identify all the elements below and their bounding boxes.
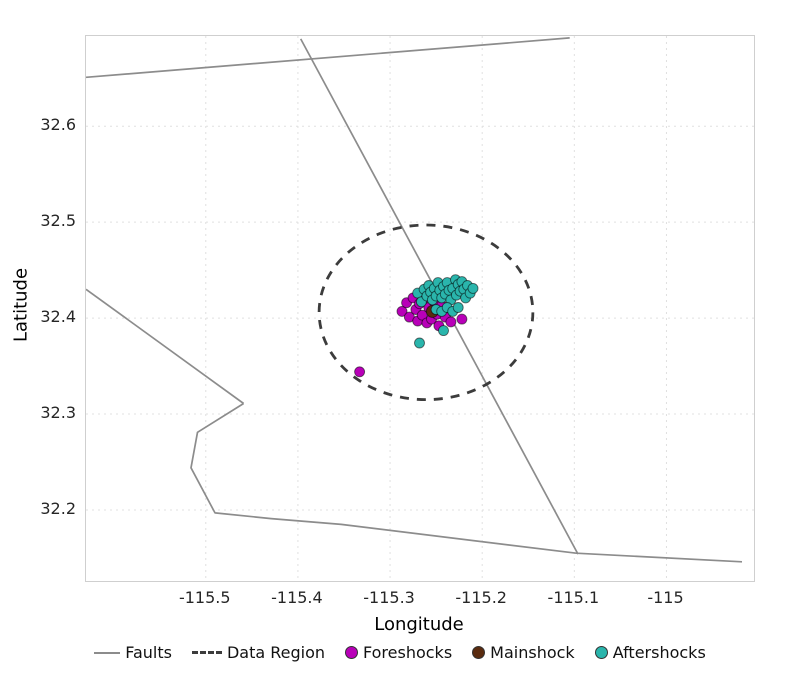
x-tick-label: -115 bbox=[647, 588, 684, 607]
x-tick-label: -115.4 bbox=[271, 588, 323, 607]
mainshock-swatch-icon bbox=[472, 646, 486, 659]
foreshock-point bbox=[445, 316, 457, 328]
legend-item-foreshocks: Foreshocks bbox=[345, 643, 452, 662]
legend-item-aftershocks: Aftershocks bbox=[594, 643, 706, 662]
x-tick-label: -115.5 bbox=[178, 588, 231, 607]
faults-swatch-icon bbox=[94, 651, 121, 654]
foreshocks-swatch-icon bbox=[345, 646, 358, 659]
fault-line bbox=[190, 402, 743, 563]
legend-label: Aftershocks bbox=[612, 643, 706, 662]
legend-item-faults: Faults bbox=[94, 643, 172, 662]
y-tick-label: 32.5 bbox=[40, 211, 76, 231]
y-tick-label: 32.2 bbox=[40, 498, 76, 518]
legend-label: Faults bbox=[125, 643, 172, 662]
aftershock-point bbox=[414, 337, 425, 349]
legend-label: Data Region bbox=[226, 643, 325, 662]
y-tick-label: 32.3 bbox=[40, 403, 76, 423]
legend: Faults Data Region Foreshocks Mainshock Afte… bbox=[0, 643, 800, 662]
x-tick-label: -115.1 bbox=[547, 588, 600, 607]
x-tick-label: -115.2 bbox=[455, 588, 507, 607]
foreshock-point bbox=[396, 305, 408, 317]
aftershock-point bbox=[452, 302, 464, 313]
y-tick-label: 32.6 bbox=[40, 115, 76, 135]
aftershock-point bbox=[438, 325, 449, 337]
legend-item-data-region: Data Region bbox=[191, 643, 325, 662]
aftershocks-swatch-icon bbox=[594, 646, 608, 659]
y-tick-label: 32.4 bbox=[40, 307, 76, 327]
foreshock-point bbox=[354, 366, 366, 378]
data-region-swatch-icon bbox=[191, 651, 222, 654]
fault-line bbox=[86, 288, 245, 405]
plot-svg bbox=[85, 35, 755, 582]
legend-label: Mainshock bbox=[490, 643, 575, 662]
data-region-ellipse bbox=[317, 223, 535, 402]
x-tick-label: -115.3 bbox=[363, 588, 415, 607]
legend-label: Foreshocks bbox=[363, 643, 453, 662]
legend-item-mainshock: Mainshock bbox=[472, 643, 575, 662]
fault-line bbox=[86, 37, 570, 79]
aftershock-point bbox=[467, 282, 479, 294]
x-axis-label: Longitude bbox=[374, 614, 464, 635]
y-axis-label: Latitude bbox=[10, 267, 32, 343]
foreshock-point bbox=[456, 313, 468, 325]
